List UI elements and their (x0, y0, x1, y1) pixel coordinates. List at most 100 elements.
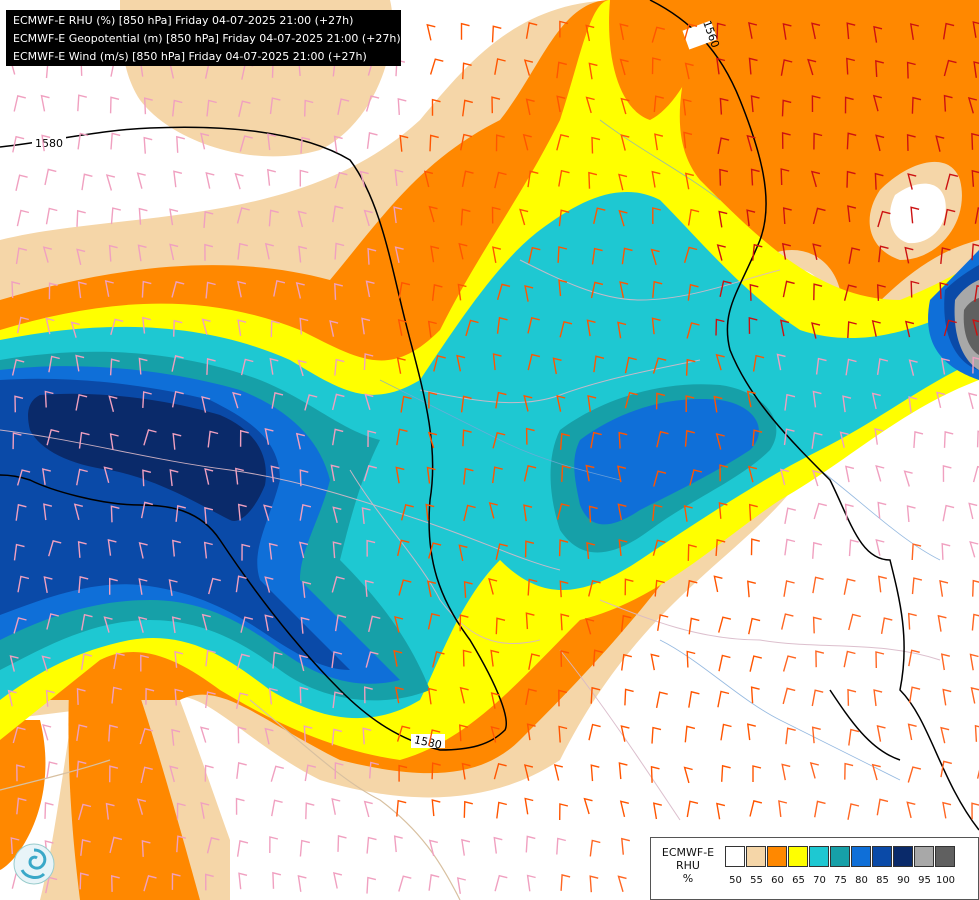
wind-barb (495, 134, 505, 152)
wind-barb (559, 803, 569, 821)
wind-barb (971, 802, 979, 820)
wind-barb (80, 839, 91, 856)
wind-barb (236, 840, 249, 857)
wind-barb (776, 353, 786, 371)
wind-barb (752, 354, 765, 372)
wind-barb (234, 467, 244, 485)
wind-barb (394, 616, 404, 633)
wind-barb (718, 501, 728, 519)
wind-barb (655, 691, 668, 709)
wind-barb (234, 172, 244, 190)
wind-barb (943, 208, 956, 226)
wind-barb (138, 578, 148, 595)
wind-barb (366, 132, 378, 149)
wind-barb (494, 171, 507, 189)
legend-tick: 60 (771, 875, 784, 886)
wind-barb (363, 686, 373, 704)
wind-barb (81, 173, 93, 191)
wind-barb (908, 359, 918, 376)
wind-barb (270, 765, 284, 782)
wind-barb (559, 580, 569, 598)
wind-barb (845, 358, 857, 376)
wind-barb (784, 507, 796, 525)
wind-barb (40, 94, 50, 112)
wind-barb (201, 318, 211, 335)
wind-barb (523, 504, 533, 522)
wind-barb (654, 579, 665, 597)
wind-barb (77, 540, 87, 558)
wind-barb (79, 872, 89, 890)
wind-barb (683, 131, 693, 149)
wind-barb (651, 26, 665, 43)
wind-barb (812, 390, 822, 408)
wind-barb (334, 242, 345, 260)
wind-barb (240, 616, 254, 633)
wind-barb (77, 281, 87, 299)
wind-barb (11, 280, 21, 298)
wind-barb (331, 393, 345, 411)
wind-barb (781, 242, 791, 260)
wind-barb (937, 614, 947, 632)
wind-barb (559, 320, 573, 338)
wind-barb (590, 686, 601, 704)
wind-barb (203, 541, 213, 559)
wind-barb (749, 800, 763, 817)
wind-barb (204, 243, 214, 261)
wind-barb (844, 96, 854, 114)
wind-barb (427, 320, 437, 338)
wind-barb (108, 724, 118, 742)
wind-barb (494, 874, 508, 892)
wind-barb (621, 837, 630, 855)
wind-barb (523, 59, 534, 76)
legend-swatch (893, 846, 913, 867)
wind-barb (560, 874, 571, 891)
wind-barb (716, 244, 726, 261)
wind-barb (431, 284, 443, 301)
wind-barb (299, 503, 312, 521)
wind-barb (814, 800, 826, 818)
wind-barb (526, 874, 536, 892)
wind-barb (237, 726, 247, 744)
wind-barb (684, 725, 696, 743)
wind-barb (331, 798, 341, 815)
wind-barb (589, 839, 601, 857)
wind-barb (13, 617, 27, 634)
wind-barb (685, 358, 696, 376)
wind-barb (552, 357, 562, 375)
wind-barb (10, 837, 20, 855)
wind-barb (461, 762, 471, 780)
wind-barb (428, 874, 440, 891)
wind-barb (651, 317, 661, 335)
wind-barb (812, 541, 822, 559)
wind-barb (583, 797, 593, 815)
wind-barb (204, 764, 214, 782)
wind-barb (556, 133, 570, 151)
wind-barb (171, 281, 185, 298)
wind-barb (558, 539, 569, 557)
legend-tick: 90 (897, 875, 910, 886)
wind-barb (295, 281, 305, 299)
wind-barb (397, 319, 407, 336)
wind-barb (747, 580, 756, 598)
wind-barb (780, 319, 790, 337)
wind-barb (942, 22, 955, 40)
wind-barb (585, 464, 595, 482)
wind-barb (911, 96, 922, 114)
wind-barb (904, 320, 915, 338)
wind-barb (490, 692, 500, 709)
wind-barb (844, 762, 854, 780)
wind-barb (846, 22, 856, 40)
wind-barb (397, 97, 407, 115)
wind-barb (779, 468, 790, 486)
wind-barb (718, 654, 731, 672)
wind-barb (846, 170, 856, 188)
wind-barb (459, 686, 469, 704)
wind-barb (689, 469, 703, 486)
wind-barb (750, 95, 760, 113)
wind-barb (719, 168, 729, 186)
title-line-rhu: ECMWF-E RHU (%) [850 hPa] Friday 04-07-2… (13, 14, 354, 27)
wind-barb (715, 433, 725, 450)
wind-barb (877, 575, 887, 593)
wind-barb (395, 466, 405, 484)
wind-barb (588, 62, 598, 80)
